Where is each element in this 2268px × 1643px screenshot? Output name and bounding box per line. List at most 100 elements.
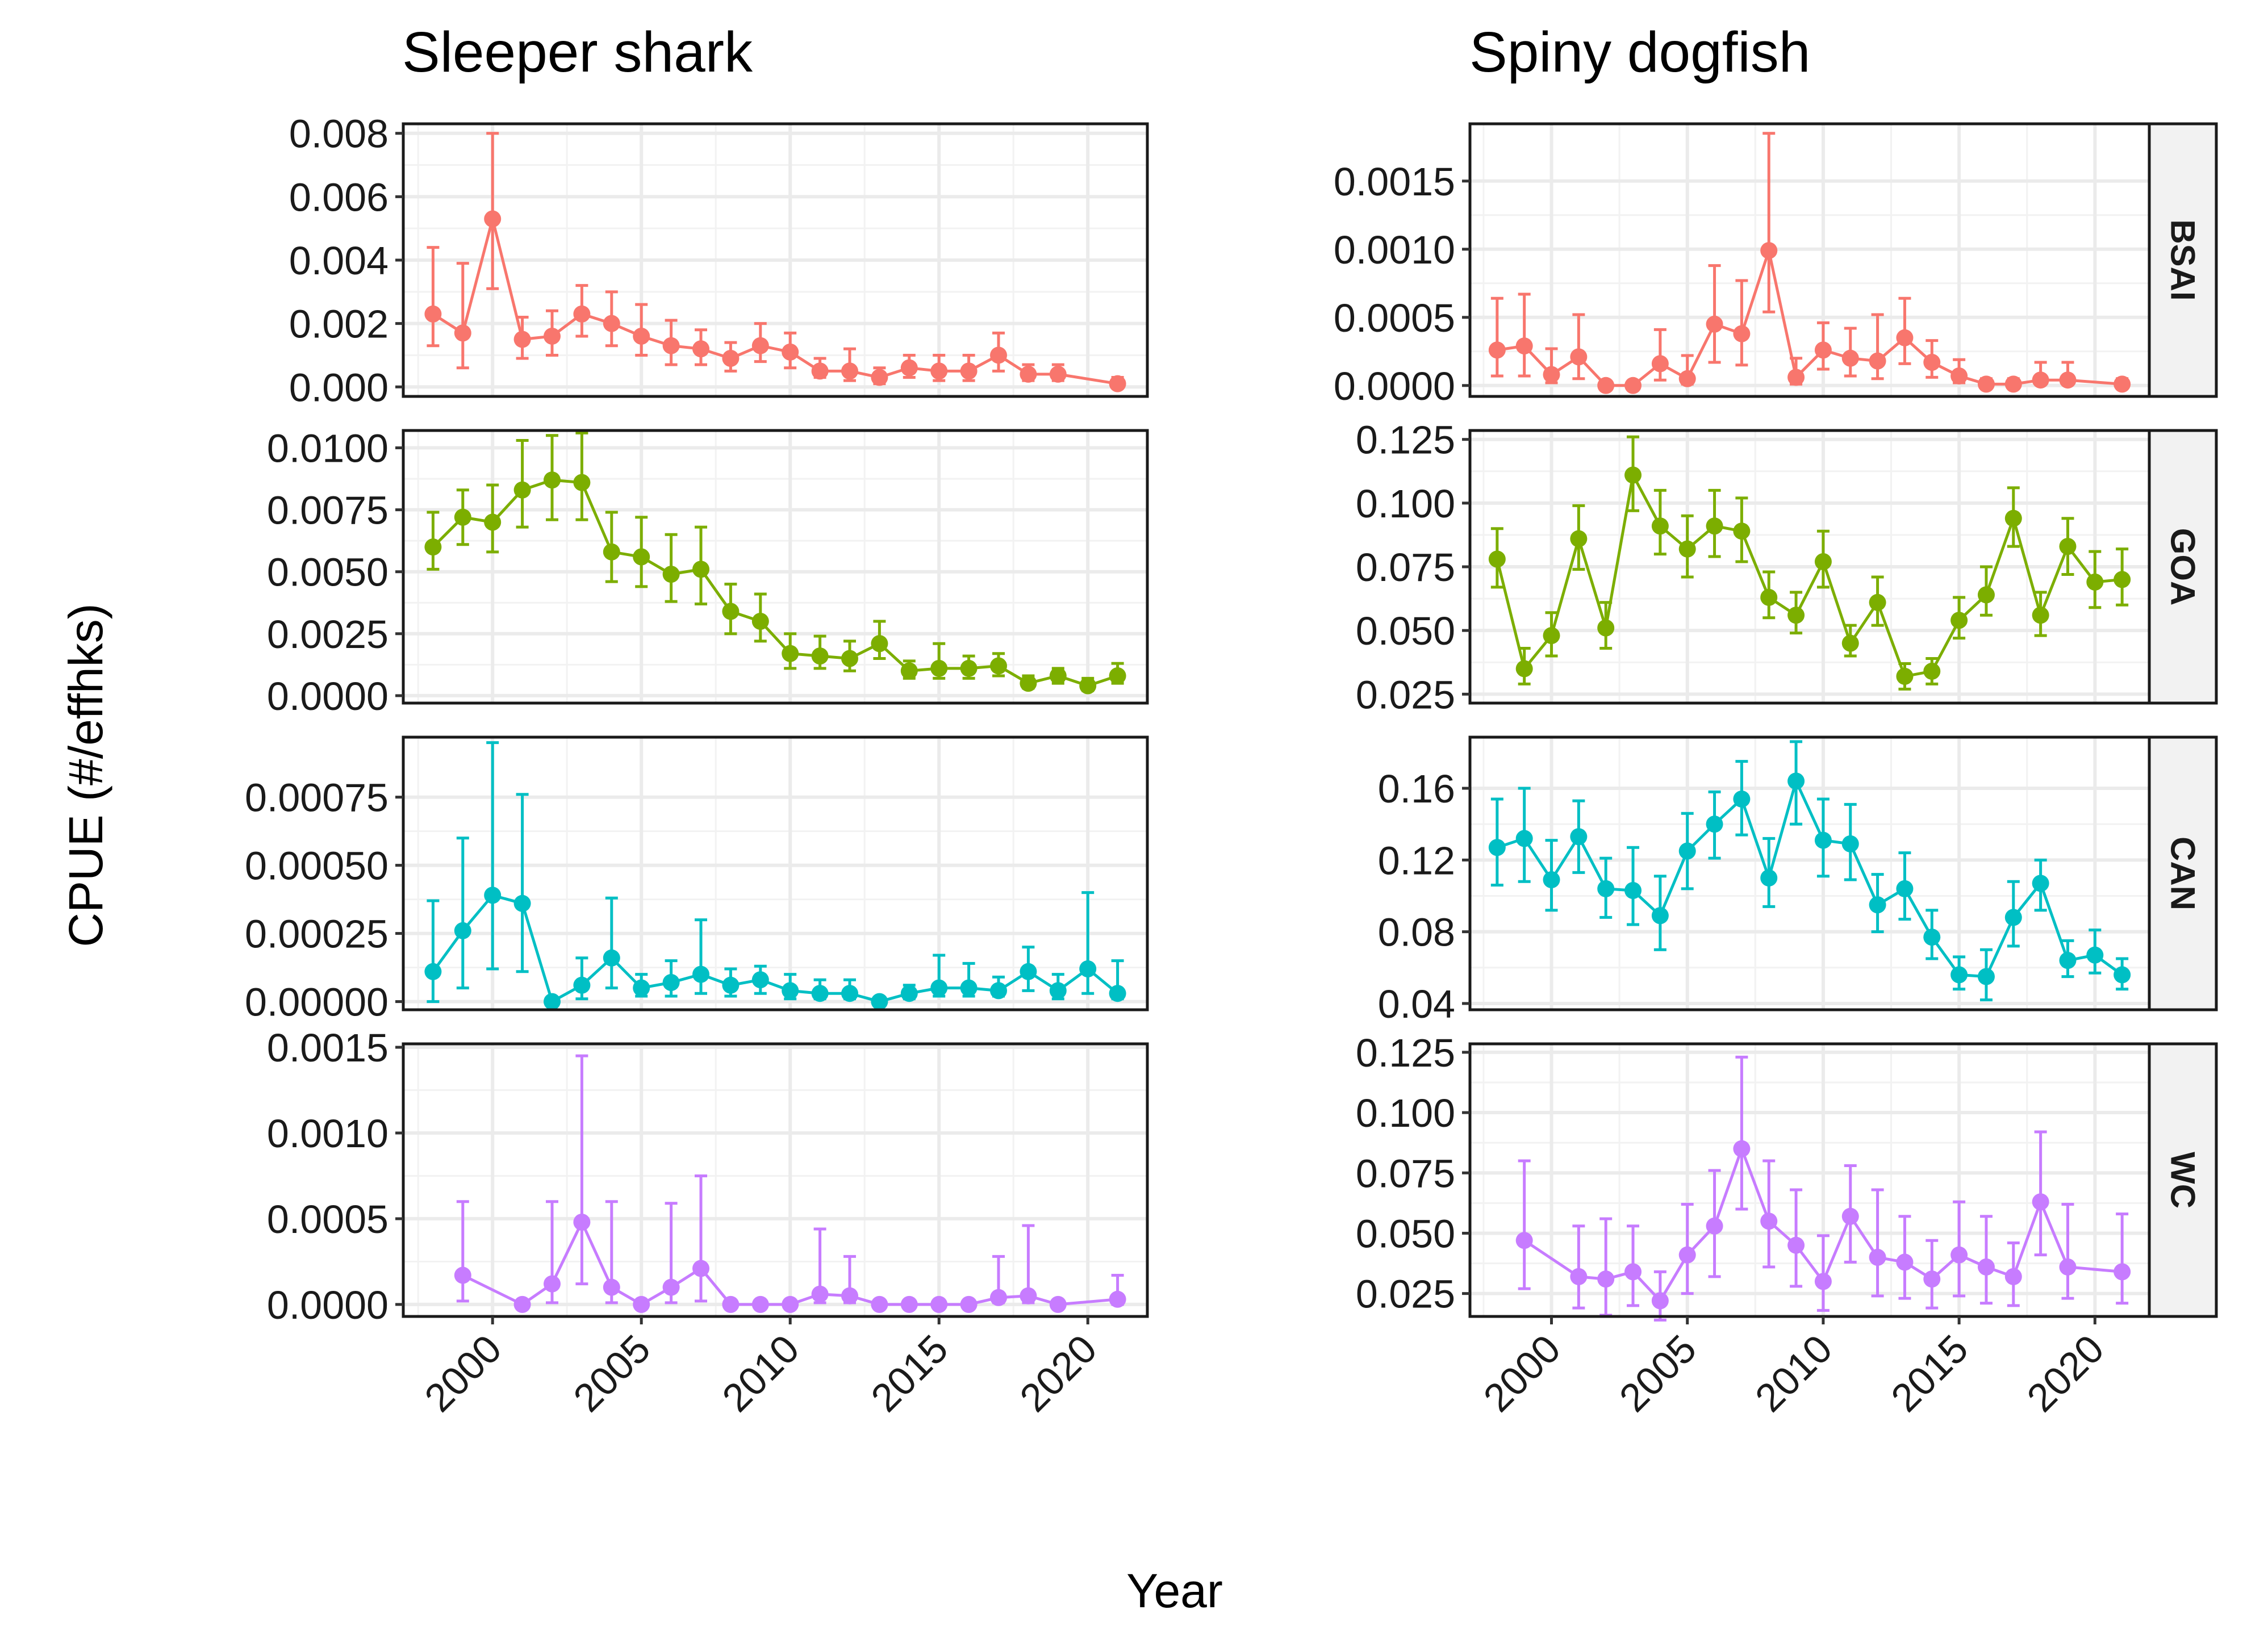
data-point (1950, 367, 1968, 384)
data-point (990, 346, 1007, 364)
data-point (1950, 1246, 1968, 1264)
data-point (633, 1295, 650, 1313)
y-tick-label: 0.0015 (267, 1026, 389, 1070)
data-point (1597, 1270, 1615, 1288)
data-point (1543, 871, 1560, 889)
data-point (1678, 540, 1696, 558)
panel-sleeper-shark-can: 0.00000 0.00025 0.00050 0.00075 (245, 735, 1149, 1025)
y-tick-label: 0.100 (1356, 1091, 1455, 1135)
data-point (1950, 966, 1968, 984)
data-point (1841, 1207, 1859, 1225)
data-point (1869, 352, 1886, 370)
data-point (454, 922, 471, 939)
data-point (662, 1278, 680, 1296)
data-point (1488, 341, 1506, 359)
data-point (782, 1295, 799, 1313)
data-point (513, 894, 531, 912)
data-point (1515, 1232, 1533, 1249)
data-point (900, 1295, 918, 1313)
data-point (751, 1295, 769, 1313)
data-point (722, 976, 740, 994)
data-point (573, 976, 591, 994)
data-point (513, 481, 531, 499)
data-point (1570, 828, 1588, 846)
data-point (1841, 349, 1859, 367)
data-point (930, 659, 948, 677)
series-line-goa (1496, 470, 2123, 678)
data-point (930, 362, 948, 380)
data-point (603, 543, 620, 561)
column-title-sleeper-shark: Sleeper shark (402, 20, 753, 84)
data-point (1787, 772, 1805, 790)
data-point (811, 1285, 829, 1303)
data-point (1977, 586, 1995, 604)
data-point (1079, 677, 1097, 695)
data-point (2114, 571, 2131, 588)
data-point (1869, 1248, 1886, 1266)
data-point (454, 324, 471, 342)
data-point (1488, 550, 1506, 568)
y-tick-label: 0.008 (289, 112, 389, 156)
y-tick-label: 0.0100 (267, 427, 389, 471)
y-tick-label: 0.004 (289, 239, 389, 283)
data-point (1787, 369, 1805, 386)
data-point (2086, 946, 2104, 964)
data-point (1706, 1217, 1723, 1235)
data-point (1706, 315, 1723, 333)
data-point (1896, 667, 1914, 685)
data-point (960, 362, 978, 380)
data-point (2032, 607, 2049, 624)
y-tick-label: 0.00000 (245, 980, 389, 1025)
data-point (1597, 377, 1615, 394)
data-point (841, 362, 858, 380)
x-axis-title: Year (1126, 1564, 1223, 1617)
y-tick-label: 0.002 (289, 302, 389, 346)
data-point (513, 331, 531, 348)
data-point (544, 471, 561, 489)
panel-spiny-dogfish-can: 0.04 0.08 0.12 0.16 CAN (1378, 735, 2218, 1026)
facet-strip-label: CAN (2164, 837, 2202, 910)
data-point (1109, 1290, 1126, 1308)
data-point (1543, 366, 1560, 383)
data-point (1814, 1273, 1832, 1290)
data-point (2086, 573, 2104, 591)
panel-border (402, 735, 1149, 1011)
data-point (1787, 607, 1805, 624)
facet-strip-bsai (2148, 122, 2218, 398)
data-point (1678, 1246, 1696, 1264)
data-point (1977, 375, 1995, 393)
y-tick-label: 0.0000 (267, 674, 389, 718)
data-point (1678, 842, 1696, 860)
data-point (573, 474, 591, 491)
data-point (1814, 341, 1832, 359)
data-point (1049, 365, 1067, 383)
panel-background (1470, 737, 2149, 1010)
column-title-spiny-dogfish: Spiny dogfish (1469, 20, 1810, 84)
data-point (1597, 880, 1615, 897)
data-point (1706, 517, 1723, 535)
data-point (454, 1266, 471, 1284)
data-point (1733, 325, 1751, 342)
data-point (751, 337, 769, 354)
data-point (1020, 1287, 1037, 1305)
data-point (662, 566, 680, 583)
panel-spiny-dogfish-goa: 0.025 0.050 0.075 0.100 0.125 GOA (1356, 418, 2218, 717)
data-point (484, 887, 502, 904)
data-point (1706, 816, 1723, 833)
y-tick-label: 0.08 (1378, 910, 1455, 955)
data-point (1678, 370, 1696, 387)
y-tick-label: 0.0000 (1334, 364, 1455, 408)
facet-strip-wc (2148, 1042, 2218, 1318)
data-point (1020, 365, 1037, 383)
y-tick-label: 0.0010 (1334, 228, 1455, 272)
data-point (1651, 907, 1669, 925)
y-tick-label: 0.0000 (267, 1283, 389, 1327)
data-point (722, 603, 740, 620)
data-point (1624, 1263, 1642, 1281)
data-point (1515, 337, 1533, 355)
y-tick-label: 0.00025 (245, 912, 389, 956)
data-point (1733, 522, 1751, 540)
data-point (1651, 1292, 1669, 1310)
data-point (692, 561, 709, 578)
